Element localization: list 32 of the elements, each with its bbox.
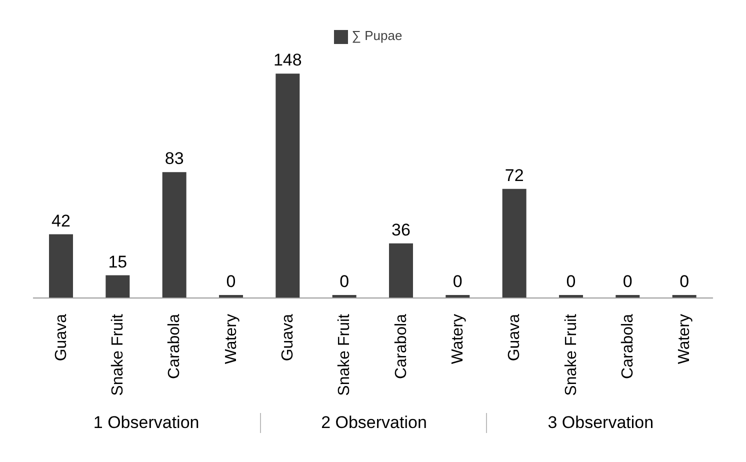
data-label: 0 bbox=[226, 272, 236, 291]
x-tick-label: Guava bbox=[280, 314, 296, 362]
bar bbox=[49, 234, 73, 298]
data-label: 15 bbox=[108, 252, 128, 272]
data-label: 36 bbox=[392, 220, 410, 240]
data-label: 148 bbox=[273, 50, 302, 70]
data-label: 72 bbox=[504, 166, 524, 185]
x-tick-label: Watery bbox=[450, 314, 466, 364]
text: 2 Observation bbox=[260, 413, 488, 433]
x-tick-label: Snake Fruit bbox=[110, 313, 126, 396]
x-tick-label: Carabola bbox=[166, 314, 184, 379]
data-label: 83 bbox=[164, 149, 184, 168]
legend-label: ∑ Pupae bbox=[352, 28, 402, 43]
text: 1 Observation bbox=[92, 413, 200, 433]
x-tick-label: Carabola bbox=[392, 314, 410, 379]
data-label: 0 bbox=[680, 272, 690, 291]
bar bbox=[502, 188, 526, 298]
x-tick-label: Carabola bbox=[620, 314, 636, 379]
data-label: 0 bbox=[566, 272, 576, 291]
data-label: 0 bbox=[452, 272, 462, 291]
x-tick-label: Guava bbox=[52, 314, 70, 362]
data-label: 42 bbox=[52, 211, 70, 230]
data-label: 0 bbox=[622, 272, 632, 291]
x-tick-label: Watery bbox=[222, 314, 240, 364]
x-tick-label: Watery bbox=[676, 314, 694, 364]
bar bbox=[389, 243, 413, 298]
x-tick-label: Snake Fruit bbox=[336, 313, 354, 396]
data-label: 0 bbox=[340, 272, 350, 291]
bar bbox=[162, 172, 186, 298]
x-tick-label: Guava bbox=[506, 314, 524, 362]
text: 3 Observation bbox=[486, 413, 714, 433]
x-tick-label: Snake Fruit bbox=[562, 313, 580, 396]
